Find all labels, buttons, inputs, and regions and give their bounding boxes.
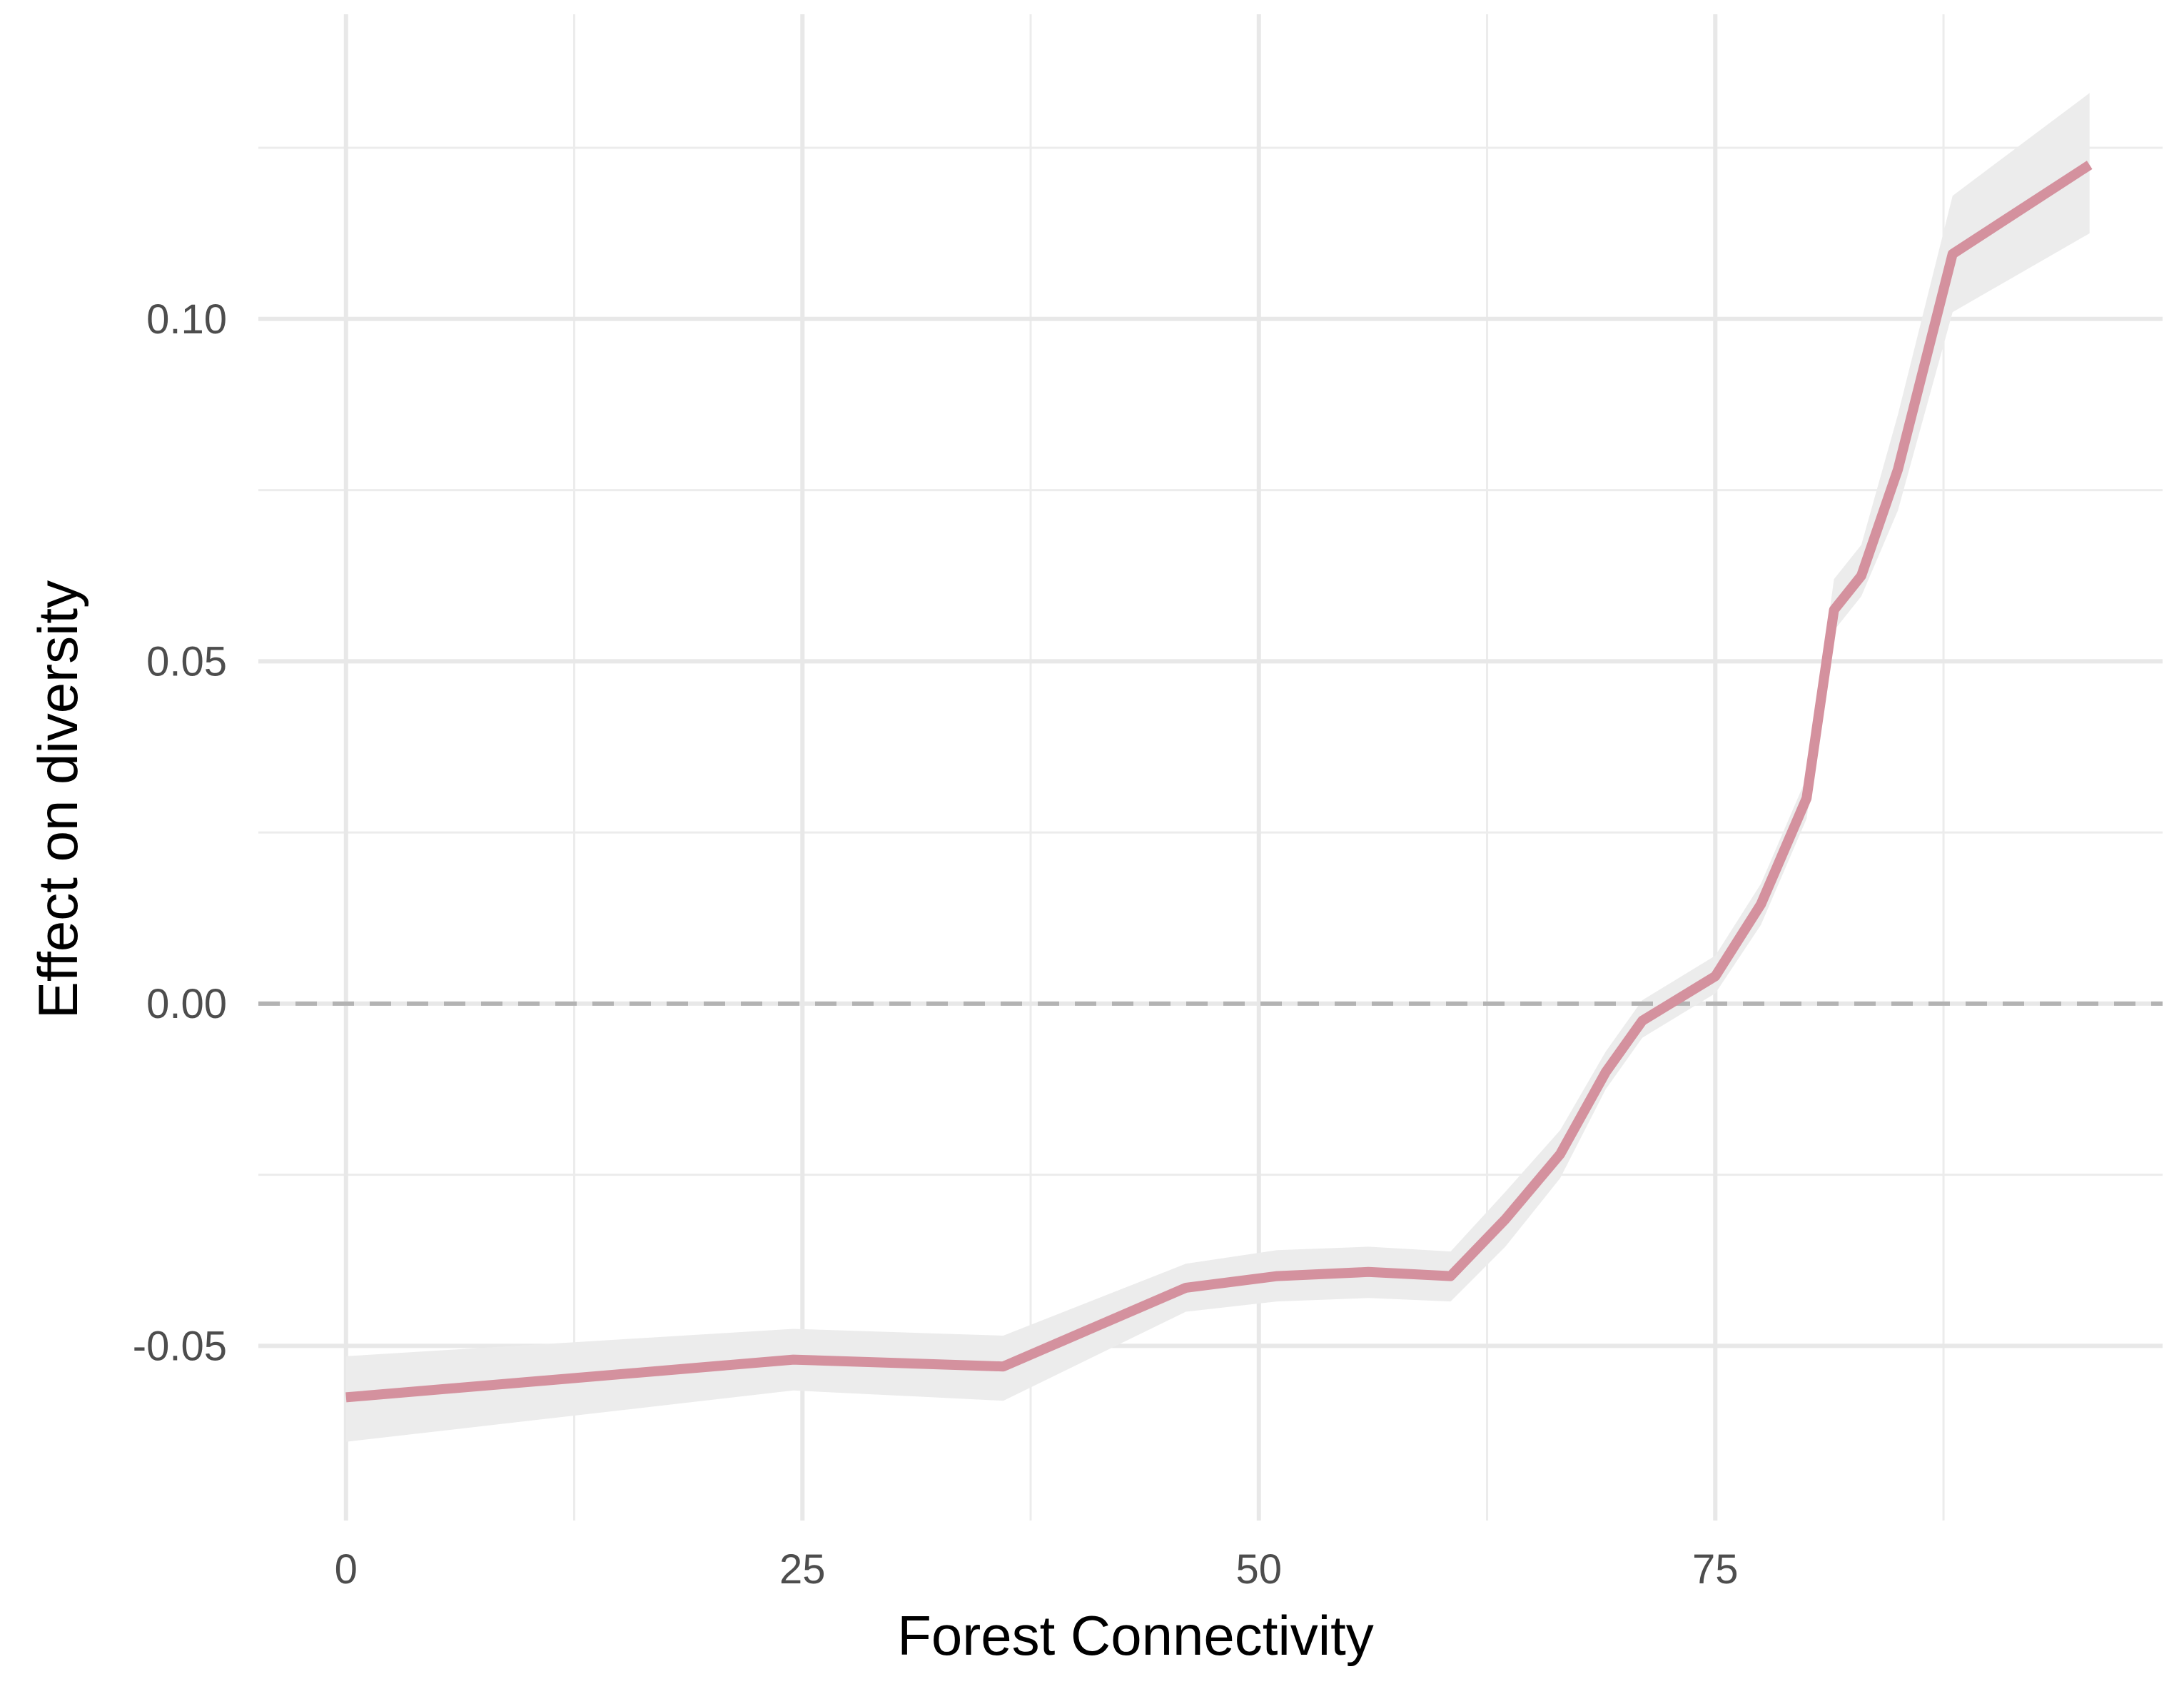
confidence-band-group: [345, 93, 2090, 1442]
y-tick-label: -0.05: [133, 1323, 227, 1369]
y-tick-label: 0.05: [146, 638, 227, 685]
x-tick-labels: 0 25 50 75: [335, 1546, 1739, 1593]
x-axis-title: Forest Connectivity: [897, 1604, 1374, 1667]
x-tick-label: 0: [335, 1546, 358, 1593]
confidence-band: [345, 93, 2090, 1442]
y-tick-label: 0.10: [146, 296, 227, 343]
series-line-group: [345, 161, 2093, 1403]
x-tick-label: 50: [1236, 1546, 1283, 1593]
effect-line: [345, 161, 2093, 1403]
y-tick-labels: -0.05 0.00 0.05 0.10: [133, 296, 227, 1370]
x-tick-label: 25: [779, 1546, 826, 1593]
y-tick-label: 0.00: [146, 981, 227, 1027]
y-axis-title: Effect on diversity: [26, 580, 89, 1019]
x-tick-label: 75: [1692, 1546, 1739, 1593]
